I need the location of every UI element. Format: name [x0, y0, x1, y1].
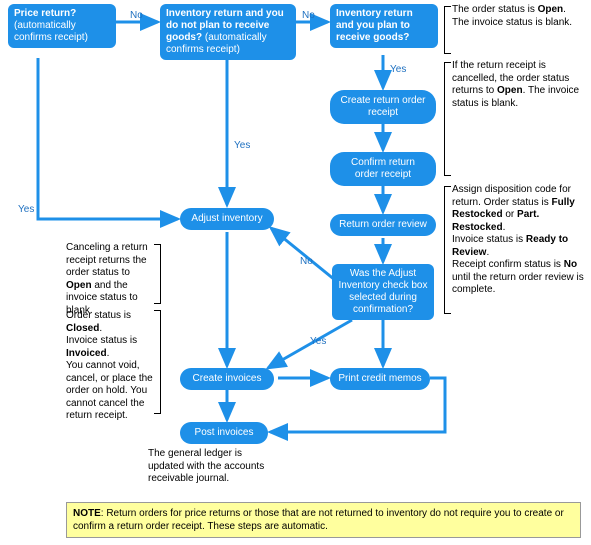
label: Print credit memos: [338, 373, 421, 384]
annot-bottom-left: The general ledger is updated with the a…: [148, 448, 268, 486]
label: Create return order receipt: [340, 95, 425, 118]
node-adjust-inventory: Adjust inventory: [180, 208, 274, 230]
label: Confirm return order receipt: [351, 157, 415, 180]
edge-yes-vert: Yes: [234, 140, 250, 151]
annot-top-right-2: If the return receipt is cancelled, the …: [452, 60, 582, 110]
node-create-invoices: Create invoices: [180, 368, 274, 390]
label: Inventory return and you plan to receive…: [336, 8, 413, 43]
label: Return order review: [339, 219, 427, 230]
node-return-review: Return order review: [330, 214, 436, 236]
bracket-top-right-2: [444, 62, 445, 176]
annot-mid-right: Assign disposition code for return. Orde…: [452, 184, 584, 297]
annot-top-right-1: The order status is Open. The invoice st…: [452, 4, 582, 29]
sublabel: (automatically confirms receipt): [14, 20, 88, 43]
edge-yes-top: Yes: [390, 64, 406, 75]
bracket-mid-left-1: [160, 244, 161, 304]
label: Post invoices: [195, 427, 254, 438]
node-create-receipt: Create return order receipt: [330, 90, 436, 124]
edge-yes-diag: Yes: [310, 336, 326, 347]
edge-no-2: No: [302, 10, 315, 21]
node-confirm-receipt: Confirm return order receipt: [330, 152, 436, 186]
label: Create invoices: [193, 373, 262, 384]
annot-mid-left-1: Canceling a return receipt returns the o…: [66, 242, 158, 317]
label: Was the Adjust Inventory check box selec…: [339, 268, 428, 315]
edge-yes-left: Yes: [18, 204, 34, 215]
node-inv-noplan: Inventory return and you do not plan to …: [160, 4, 296, 60]
bracket-top-right-1: [444, 6, 445, 54]
node-price-return: Price return? (automatically confirms re…: [8, 4, 116, 48]
label: Adjust inventory: [191, 213, 262, 224]
bracket-mid-left-2: [160, 310, 161, 414]
node-print-memos: Print credit memos: [330, 368, 430, 390]
label: Price return?: [14, 8, 76, 19]
edge-no-diag: No: [300, 256, 313, 267]
annot-mid-left-2: Order status is Closed.Invoice status is…: [66, 310, 158, 423]
note-box: NOTE: Return orders for price returns or…: [66, 502, 581, 538]
node-inv-plan: Inventory return and you plan to receive…: [330, 4, 438, 48]
bracket-mid-right: [444, 186, 445, 314]
node-adjust-check: Was the Adjust Inventory check box selec…: [332, 264, 434, 320]
edge-no-1: No: [130, 10, 143, 21]
node-post-invoices: Post invoices: [180, 422, 268, 444]
